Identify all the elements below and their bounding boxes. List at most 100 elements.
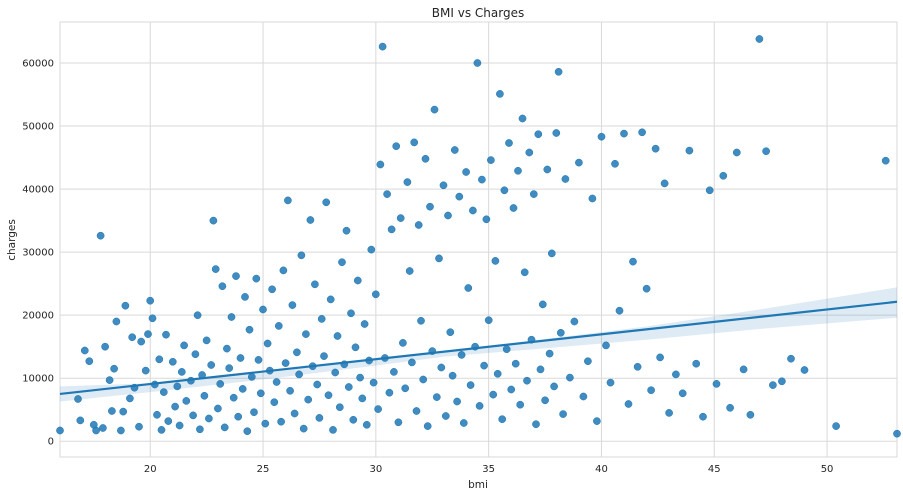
scatter-point <box>344 383 353 391</box>
scatter-point <box>401 384 410 393</box>
scatter-point <box>455 192 464 201</box>
scatter-point <box>387 225 396 234</box>
scatter-point <box>547 249 556 258</box>
scatter-point <box>597 132 606 141</box>
scatter-point <box>146 296 155 305</box>
scatter-point <box>80 346 89 355</box>
scatter-point <box>559 410 567 418</box>
scatter-point <box>347 309 355 318</box>
y-tick-label: 10000 <box>22 374 54 385</box>
scatter-point <box>250 408 258 417</box>
scatter-point <box>660 179 669 188</box>
scatter-point <box>633 362 642 371</box>
y-tick-label: 20000 <box>22 311 54 322</box>
scatter-point <box>414 221 423 229</box>
scatter-point <box>579 392 588 401</box>
scatter-point <box>712 380 721 388</box>
scatter-point <box>566 373 574 382</box>
scatter-point <box>550 382 558 391</box>
scatter-point <box>229 393 238 402</box>
scatter-point <box>502 345 511 354</box>
scatter-point <box>448 371 457 380</box>
scatter-point <box>263 339 272 348</box>
scatter-point <box>525 148 534 157</box>
scatter-point <box>685 146 694 155</box>
scatter-point <box>74 395 82 403</box>
scatter-point <box>482 215 491 224</box>
scatter-point <box>732 148 741 157</box>
scatter-point <box>304 395 313 404</box>
scatter-point <box>602 341 610 350</box>
scatter-point <box>516 400 525 409</box>
scatter-point <box>423 422 432 430</box>
x-tick-label: 50 <box>821 464 834 475</box>
scatter-point <box>390 368 398 376</box>
scatter-point <box>277 417 285 426</box>
scatter-point <box>171 402 179 411</box>
scatter-point <box>211 265 220 273</box>
scatter-point <box>473 59 482 67</box>
scatter-point <box>692 359 701 368</box>
scatter-point <box>615 306 624 315</box>
scatter-point <box>505 139 513 147</box>
scatter-point <box>439 181 448 190</box>
scatter-point <box>457 351 466 359</box>
scatter-point <box>85 357 94 366</box>
scatter-point <box>410 138 419 147</box>
scatter-point <box>624 400 633 408</box>
scatter-point <box>297 251 306 260</box>
scatter-point <box>699 412 707 421</box>
scatter-point <box>367 245 376 254</box>
scatter-point <box>256 389 265 398</box>
scatter-point <box>719 171 728 180</box>
scatter-points-layer <box>56 35 901 438</box>
scatter-point <box>656 353 664 362</box>
scatter-point <box>153 410 161 419</box>
scatter-point <box>299 424 308 433</box>
scatter-point <box>202 336 211 345</box>
scatter-point <box>272 378 281 386</box>
scatter-point <box>126 394 134 403</box>
scatter-point <box>288 301 297 309</box>
scatter-point <box>207 361 216 369</box>
scatter-point <box>349 415 358 424</box>
scatter-point <box>175 421 184 430</box>
y-tick-label: 30000 <box>22 248 54 259</box>
scatter-point <box>243 427 252 436</box>
scatter-point <box>135 422 143 431</box>
scatter-point <box>245 325 254 334</box>
scatter-point <box>374 405 382 413</box>
scatter-point <box>394 418 403 427</box>
scatter-point <box>173 382 182 391</box>
scatter-point <box>489 390 498 399</box>
x-tick-label: 40 <box>595 464 608 475</box>
scatter-point <box>293 348 301 357</box>
scatter-point <box>446 328 455 337</box>
scatter-point <box>405 267 414 275</box>
scatter-point <box>128 333 137 342</box>
scatter-point <box>509 204 518 212</box>
scatter-point <box>672 370 680 379</box>
scatter-point <box>498 415 507 424</box>
scatter-point <box>762 147 770 156</box>
scatter-point <box>543 165 552 174</box>
scatter-point <box>371 290 380 299</box>
scatter-point <box>358 394 367 403</box>
scatter-point <box>478 175 486 184</box>
scatter-point <box>99 424 107 432</box>
scatter-point <box>726 403 734 412</box>
scatter-point <box>475 402 484 410</box>
scatter-point <box>437 363 446 372</box>
scatter-point <box>177 368 186 376</box>
scatter-point <box>665 409 673 417</box>
scatter-point <box>320 352 328 360</box>
plot-background <box>59 21 898 458</box>
scatter-point <box>392 142 401 151</box>
scatter-point <box>396 214 405 222</box>
x-tick-label: 25 <box>257 464 270 475</box>
scatter-point <box>101 342 109 351</box>
scatter-point <box>234 412 243 421</box>
scatter-point <box>518 114 527 123</box>
scatter-point <box>324 391 333 400</box>
scatter-point <box>832 422 840 430</box>
